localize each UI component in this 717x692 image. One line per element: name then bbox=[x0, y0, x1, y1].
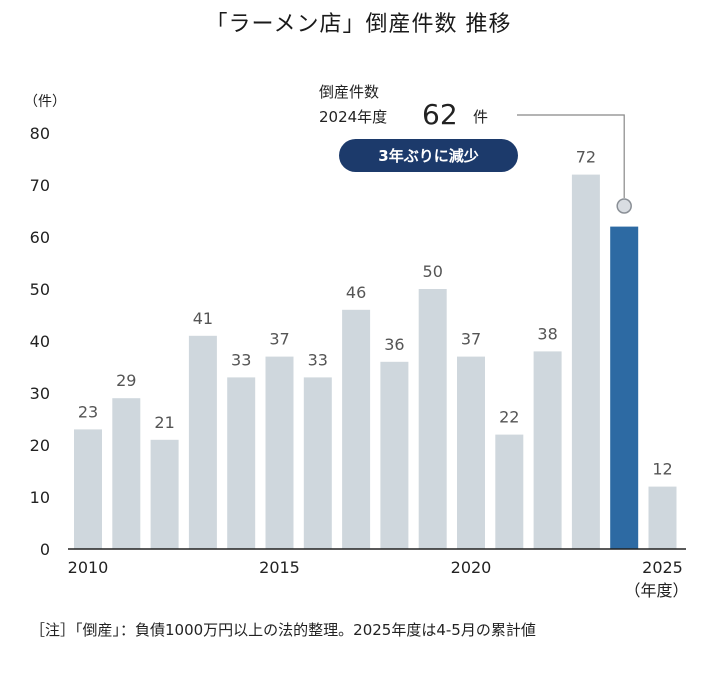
y-tick-label: 70 bbox=[30, 176, 50, 195]
data-label: 72 bbox=[576, 148, 596, 167]
y-tick-label: 0 bbox=[40, 540, 50, 559]
y-tick-label: 20 bbox=[30, 436, 50, 455]
callout-unit: 件 bbox=[473, 108, 488, 126]
callout-value: 62 bbox=[422, 98, 458, 131]
data-label: 22 bbox=[499, 408, 519, 427]
bar bbox=[303, 377, 332, 549]
leader-line bbox=[517, 114, 625, 198]
y-tick-label: 30 bbox=[30, 384, 50, 403]
data-label: 38 bbox=[537, 324, 557, 343]
bar bbox=[457, 356, 485, 549]
callout-badge bbox=[339, 139, 518, 172]
bar bbox=[265, 356, 294, 549]
data-label: 33 bbox=[231, 350, 251, 369]
bar bbox=[610, 226, 639, 549]
callout-label: 倒産件数 bbox=[319, 83, 379, 101]
bar bbox=[571, 174, 600, 549]
x-tick-label: 2025 bbox=[642, 558, 683, 577]
x-axis-unit: （年度） bbox=[624, 581, 688, 600]
y-axis-unit: （件） bbox=[24, 94, 66, 110]
callout-year: 2024年度 bbox=[319, 108, 387, 126]
y-tick-label: 80 bbox=[30, 124, 50, 143]
data-label: 37 bbox=[461, 330, 481, 349]
leader-dot bbox=[616, 198, 632, 214]
data-label: 21 bbox=[154, 413, 174, 432]
bar bbox=[418, 289, 447, 549]
x-tick-label: 2010 bbox=[68, 558, 109, 577]
data-label: 46 bbox=[346, 283, 366, 302]
data-label: 37 bbox=[269, 330, 289, 349]
bar bbox=[342, 309, 371, 549]
footnote: ［注］「倒産」：負債1000万円以上の法的整理。2025年度は4-5月の累計値 bbox=[30, 621, 536, 639]
y-tick-label: 40 bbox=[30, 332, 50, 351]
y-tick-label: 10 bbox=[30, 488, 50, 507]
data-label: 36 bbox=[384, 335, 404, 354]
bar bbox=[112, 398, 141, 549]
data-label: 33 bbox=[308, 350, 328, 369]
bar bbox=[227, 377, 256, 549]
bar bbox=[150, 439, 179, 549]
bar bbox=[188, 335, 217, 549]
bar bbox=[495, 434, 524, 549]
data-label: 12 bbox=[652, 460, 672, 479]
y-tick-label: 50 bbox=[30, 280, 50, 299]
bar bbox=[533, 351, 562, 549]
chart-title: 「ラーメン店」倒産件数 推移 bbox=[205, 12, 512, 37]
bar bbox=[648, 486, 677, 549]
callout-badge-text: 3年ぶりに減少 bbox=[378, 147, 478, 165]
x-tick-label: 2020 bbox=[451, 558, 492, 577]
data-label: 29 bbox=[116, 371, 136, 390]
y-tick-label: 60 bbox=[30, 228, 50, 247]
x-tick-label: 2015 bbox=[259, 558, 300, 577]
bar bbox=[380, 361, 409, 549]
data-label: 23 bbox=[78, 402, 98, 421]
data-label: 50 bbox=[423, 262, 443, 281]
data-label: 41 bbox=[193, 309, 213, 328]
bar bbox=[74, 429, 102, 549]
